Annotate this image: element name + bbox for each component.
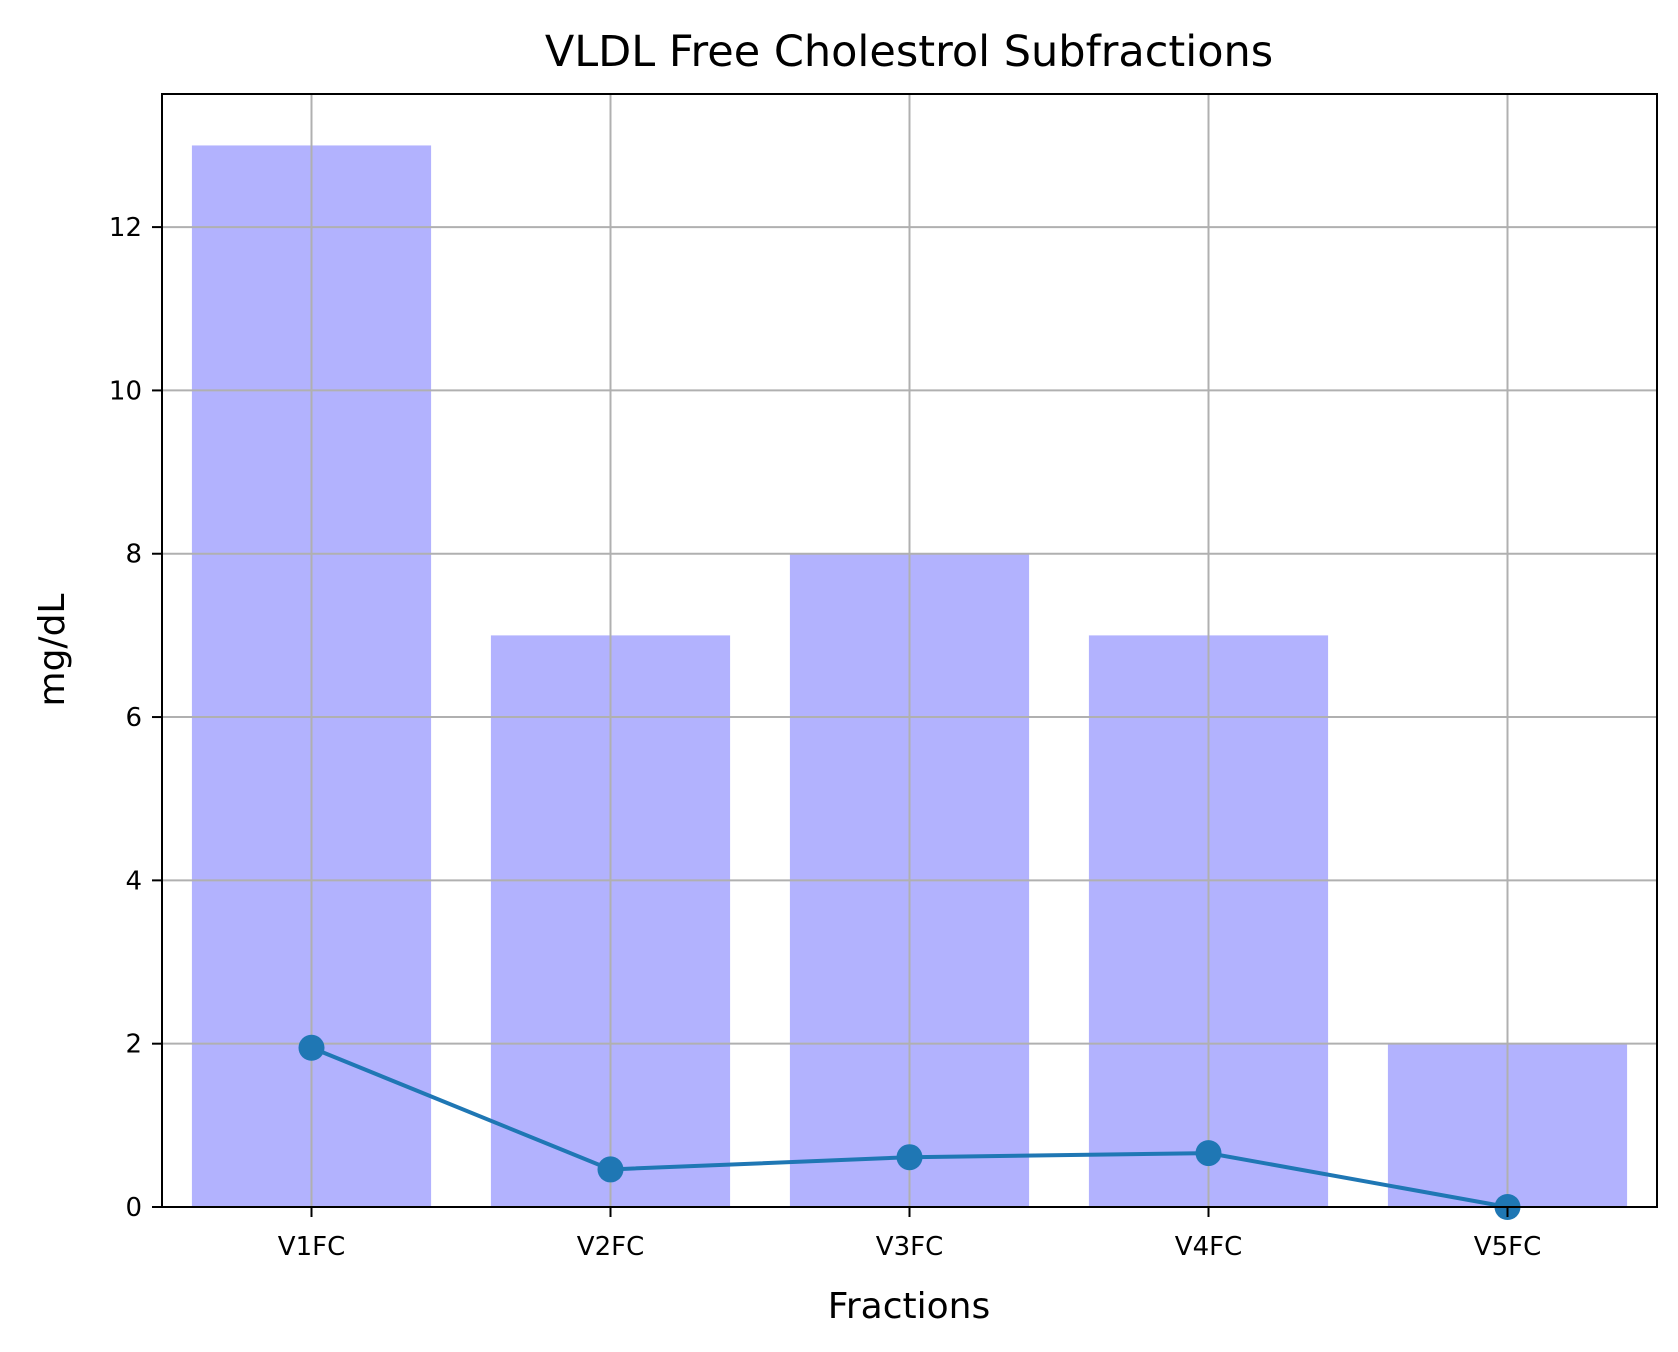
y-tick-label: 8 xyxy=(125,540,142,570)
y-tick-label: 4 xyxy=(125,866,142,896)
y-tick-label: 12 xyxy=(109,213,142,243)
y-tick-label: 2 xyxy=(125,1030,142,1060)
x-axis-label: Fractions xyxy=(828,1286,990,1327)
line-point-V2FC xyxy=(597,1156,624,1183)
line-point-V4FC xyxy=(1195,1140,1222,1167)
axis-ticks: 0 2 4 6 8 10 12 V1FC V2FC V3FC V4FC V5FC xyxy=(109,213,1541,1262)
grid xyxy=(162,94,1657,1208)
line-point-V1FC xyxy=(298,1034,325,1061)
line-point-V3FC xyxy=(896,1144,923,1171)
x-tick-label: V1FC xyxy=(278,1232,345,1262)
x-tick-label: V4FC xyxy=(1175,1232,1242,1262)
chart-title: VLDL Free Cholestrol Subfractions xyxy=(545,27,1273,77)
x-tick-label: V2FC xyxy=(577,1232,644,1262)
y-tick-label: 0 xyxy=(125,1193,142,1223)
y-axis-label: mg/dL xyxy=(32,594,73,707)
y-tick-label: 6 xyxy=(125,703,142,733)
y-tick-label: 10 xyxy=(109,376,142,406)
x-tick-label: V3FC xyxy=(876,1232,943,1262)
x-tick-label: V5FC xyxy=(1474,1232,1541,1262)
line-series xyxy=(298,1034,1521,1220)
